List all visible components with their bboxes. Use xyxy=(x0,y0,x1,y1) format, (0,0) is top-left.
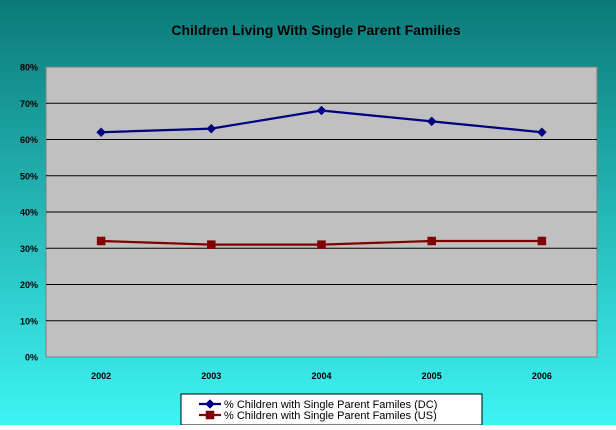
data-point-dc xyxy=(206,123,217,134)
x-tick-label: 2003 xyxy=(201,371,221,381)
y-tick-label: 10% xyxy=(20,316,38,326)
legend-marker-dc xyxy=(205,399,215,409)
x-axis-tick-labels: 2002 2003 2004 2005 2006 xyxy=(91,371,552,381)
legend-item-dc: % Children with Single Parent Familes (D… xyxy=(199,399,437,411)
y-tick-label: 40% xyxy=(20,208,38,218)
series-layer xyxy=(96,105,547,249)
legend: % Children with Single Parent Familes (D… xyxy=(180,393,483,426)
x-tick-label: 2006 xyxy=(532,371,552,381)
series-dc xyxy=(96,105,547,138)
legend-item-us: % Children with Single Parent Familes (U… xyxy=(199,410,437,422)
y-tick-label: 70% xyxy=(20,99,38,109)
data-point-dc xyxy=(96,127,106,138)
chart-title: Children Living With Single Parent Famil… xyxy=(171,22,460,38)
data-point-dc xyxy=(537,127,547,138)
data-point-us xyxy=(207,240,216,249)
y-tick-label: 30% xyxy=(20,244,38,254)
y-tick-label: 20% xyxy=(20,280,38,290)
x-tick-label: 2004 xyxy=(311,371,331,381)
data-point-dc xyxy=(316,105,327,116)
legend-label-dc: % Children with Single Parent Familes (D… xyxy=(224,399,437,411)
x-tick-label: 2002 xyxy=(91,371,111,381)
data-point-us xyxy=(537,236,547,246)
y-tick-label: 0% xyxy=(25,353,38,363)
y-tick-label: 50% xyxy=(20,171,38,181)
legend-marker-us xyxy=(205,410,215,420)
y-tick-label: 60% xyxy=(20,135,38,145)
data-point-us xyxy=(317,240,326,249)
series-us xyxy=(96,236,547,249)
y-tick-label: 80% xyxy=(20,63,38,73)
data-point-us xyxy=(96,236,106,246)
y-axis-tick-labels: 0% 10% 20% 30% 40% 50% 60% 70% 80% xyxy=(20,63,38,363)
legend-label-us: % Children with Single Parent Familes (U… xyxy=(224,410,437,422)
x-tick-label: 2005 xyxy=(422,371,442,381)
legend-box xyxy=(180,393,483,426)
data-point-us xyxy=(427,236,436,246)
data-point-dc xyxy=(426,116,437,127)
